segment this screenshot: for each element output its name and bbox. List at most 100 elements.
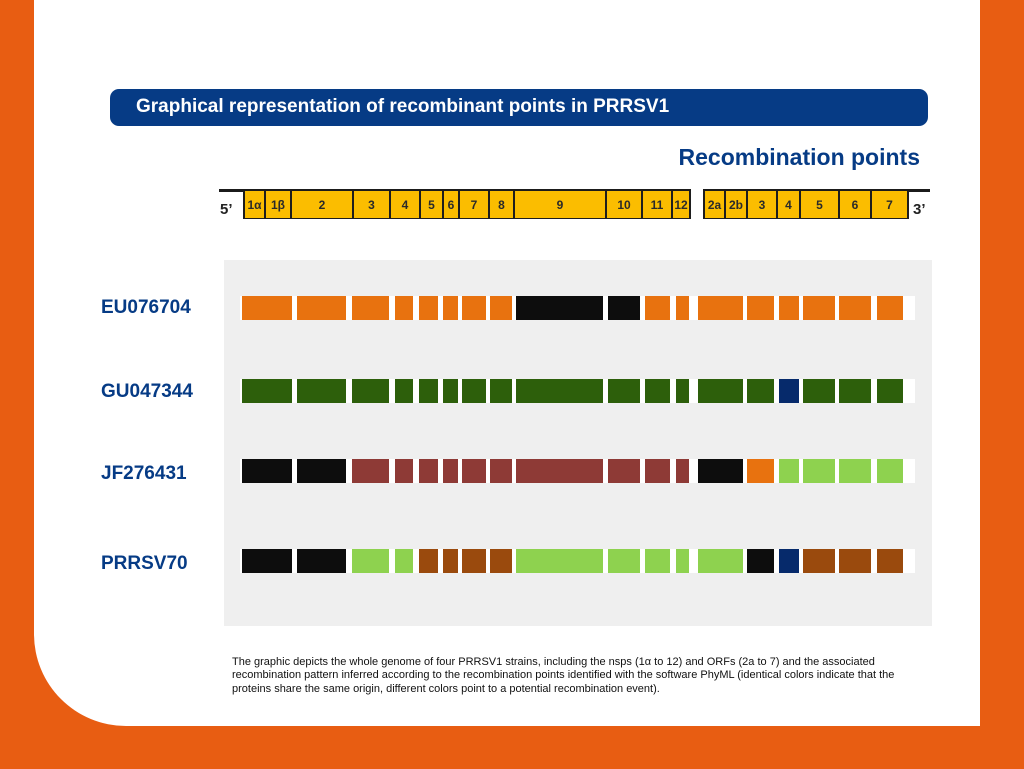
- recombination-block: [490, 379, 512, 403]
- recombination-block: [490, 296, 512, 320]
- recombination-block: [839, 459, 871, 483]
- genome-segment: 2b: [725, 191, 747, 219]
- recombination-block: [779, 296, 799, 320]
- recombination-block: [803, 549, 835, 573]
- recombination-block: [516, 379, 603, 403]
- recombination-block: [419, 459, 438, 483]
- recombination-block: [608, 549, 640, 573]
- recombination-block: [490, 459, 512, 483]
- genome-segment: 12: [672, 191, 691, 219]
- recombination-block: [676, 296, 689, 320]
- genome-segment: 4: [390, 191, 420, 219]
- recombination-block: [352, 549, 389, 573]
- genome-segment: 6: [839, 191, 871, 219]
- recombination-block: [608, 379, 640, 403]
- recombination-block: [443, 549, 458, 573]
- genome-segment: 9: [514, 191, 606, 219]
- three-prime-label: 3’: [913, 201, 926, 218]
- recombination-block: [419, 379, 438, 403]
- genome-segment: 8: [489, 191, 514, 219]
- genome-segment: 5: [800, 191, 839, 219]
- recombination-block: [608, 296, 640, 320]
- recombination-block: [698, 296, 743, 320]
- recombination-block: [443, 296, 458, 320]
- genome-segment: 3: [747, 191, 777, 219]
- recombination-block: [839, 296, 871, 320]
- recombination-block: [242, 296, 292, 320]
- recombination-block: [608, 459, 640, 483]
- recombination-block: [779, 549, 799, 573]
- recombination-block: [839, 549, 871, 573]
- recombination-block: [676, 549, 689, 573]
- recombination-block: [803, 296, 835, 320]
- genome-segment: 4: [777, 191, 800, 219]
- recombination-block: [698, 459, 743, 483]
- recombination-block: [297, 379, 346, 403]
- recombination-block: [443, 459, 458, 483]
- title-banner: Graphical representation of recombinant …: [110, 89, 928, 126]
- recombination-block: [645, 459, 670, 483]
- genome-segment: 6: [443, 191, 459, 219]
- genome-segment: 3: [353, 191, 390, 219]
- recombination-block: [747, 296, 774, 320]
- recombination-block: [747, 549, 774, 573]
- genome-segment: 2: [291, 191, 353, 219]
- genome-segment: 7: [871, 191, 909, 219]
- recombination-block: [462, 549, 486, 573]
- recombination-block: [395, 379, 413, 403]
- recombination-block: [747, 379, 774, 403]
- recombination-block: [516, 296, 603, 320]
- recombination-block: [490, 549, 512, 573]
- figure-caption: The graphic depicts the whole genome of …: [232, 656, 895, 695]
- five-prime-label: 5’: [220, 201, 233, 218]
- recombination-block: [516, 459, 603, 483]
- recombination-block: [297, 296, 346, 320]
- recombination-block: [676, 379, 689, 403]
- recombination-block: [297, 549, 346, 573]
- recombination-block: [352, 296, 389, 320]
- recombination-block: [803, 459, 835, 483]
- genome-gap: [691, 186, 703, 222]
- recombination-block: [395, 296, 413, 320]
- genome-line: [219, 189, 930, 192]
- recombination-block: [839, 379, 871, 403]
- genome-segment: 1β: [265, 191, 291, 219]
- recombination-block: [877, 459, 903, 483]
- recombination-block: [779, 379, 799, 403]
- genome-segment: 7: [459, 191, 489, 219]
- recombination-block: [352, 459, 389, 483]
- recombination-block: [698, 379, 743, 403]
- recombination-block: [242, 459, 292, 483]
- genome-segment: 1α: [243, 191, 265, 219]
- recombination-block: [516, 549, 603, 573]
- strain-label: EU076704: [101, 297, 191, 318]
- strain-label: GU047344: [101, 381, 193, 402]
- recombination-block: [877, 549, 903, 573]
- recombination-block: [242, 549, 292, 573]
- strain-label: JF276431: [101, 463, 187, 484]
- recombination-block: [419, 296, 438, 320]
- recombination-block: [297, 459, 346, 483]
- recombination-block: [395, 549, 413, 573]
- section-title: Recombination points: [678, 144, 921, 170]
- recombination-block: [462, 459, 486, 483]
- recombination-block: [803, 379, 835, 403]
- recombination-block: [877, 379, 903, 403]
- genome-segment: 2a: [703, 191, 725, 219]
- recombination-block: [462, 379, 486, 403]
- recombination-block: [645, 549, 670, 573]
- recombination-block: [352, 379, 389, 403]
- genome-segment: 11: [642, 191, 672, 219]
- recombination-block: [698, 549, 743, 573]
- genome-segment: 10: [606, 191, 642, 219]
- recombination-block: [747, 459, 774, 483]
- banner-title: Graphical representation of recombinant …: [136, 96, 670, 117]
- recombination-block: [419, 549, 438, 573]
- recombination-block: [877, 296, 903, 320]
- recombination-block: [645, 379, 670, 403]
- recombination-block: [443, 379, 458, 403]
- recombination-block: [676, 459, 689, 483]
- strain-label: PRRSV70: [101, 553, 188, 574]
- recombination-block: [779, 459, 799, 483]
